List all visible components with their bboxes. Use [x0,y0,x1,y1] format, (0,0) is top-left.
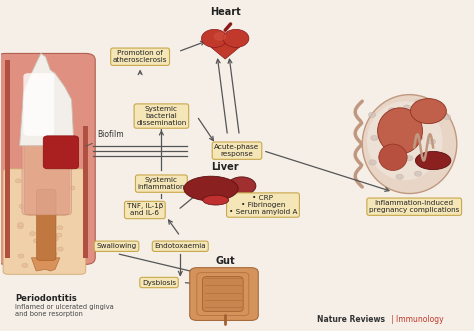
FancyBboxPatch shape [197,273,249,315]
Circle shape [36,191,42,195]
Ellipse shape [378,108,422,154]
Circle shape [443,114,451,119]
FancyBboxPatch shape [3,169,86,274]
Circle shape [428,139,436,144]
Circle shape [19,204,25,208]
Text: Swallowing: Swallowing [96,243,137,249]
Ellipse shape [362,95,457,194]
Circle shape [406,132,414,138]
Text: Nature Reviews: Nature Reviews [318,315,385,324]
Circle shape [55,179,61,183]
Text: TNF, IL-1β
and IL-6: TNF, IL-1β and IL-6 [127,204,163,216]
Circle shape [388,108,396,113]
FancyBboxPatch shape [22,136,72,215]
FancyBboxPatch shape [24,142,69,215]
Text: Systemic
bacterial
dissemination: Systemic bacterial dissemination [136,106,186,126]
Circle shape [414,171,422,176]
Circle shape [69,186,75,190]
Polygon shape [202,40,248,59]
Circle shape [223,29,249,47]
Polygon shape [19,53,74,146]
Circle shape [61,194,66,198]
Circle shape [201,29,228,47]
Text: Endotoxaemia: Endotoxaemia [155,243,206,249]
Text: Inflammation-induced
pregnancy complications: Inflammation-induced pregnancy complicat… [369,200,459,213]
Circle shape [53,196,59,200]
Text: Acute-phase
response: Acute-phase response [214,144,260,157]
Circle shape [22,263,27,267]
Ellipse shape [367,101,443,180]
Circle shape [403,105,411,110]
Text: Gut: Gut [215,256,235,266]
Circle shape [416,135,423,141]
Circle shape [18,254,24,258]
Circle shape [431,163,438,168]
Circle shape [396,174,403,179]
Circle shape [44,259,49,262]
FancyBboxPatch shape [5,60,10,258]
Text: | Immunology: | Immunology [391,315,443,324]
Text: Periodontitis: Periodontitis [15,295,77,304]
FancyBboxPatch shape [202,277,243,311]
Text: Liver: Liver [211,162,239,172]
Ellipse shape [203,195,229,205]
Circle shape [420,159,428,165]
Polygon shape [31,258,60,271]
Circle shape [24,206,29,210]
Circle shape [213,32,226,41]
Circle shape [16,179,21,183]
Circle shape [56,233,62,237]
Circle shape [49,192,55,196]
Circle shape [38,214,44,218]
Circle shape [387,141,395,146]
Circle shape [405,156,413,161]
Text: Heart: Heart [210,7,241,17]
FancyBboxPatch shape [23,73,54,136]
FancyBboxPatch shape [83,126,88,258]
Circle shape [58,206,64,210]
Circle shape [18,222,23,226]
Ellipse shape [379,144,407,170]
Circle shape [427,157,434,163]
Circle shape [57,226,63,230]
Circle shape [37,244,43,248]
Circle shape [371,135,378,141]
Circle shape [34,239,39,243]
Circle shape [391,108,398,114]
Circle shape [407,110,414,116]
Circle shape [61,209,66,213]
Circle shape [38,260,44,264]
Circle shape [30,232,36,236]
Text: Biofilm: Biofilm [86,130,124,146]
Circle shape [56,195,62,199]
Circle shape [410,99,447,124]
Circle shape [32,183,38,187]
Circle shape [38,248,44,252]
Text: • CRP
• Fibrinogen
• Serum amyloid A: • CRP • Fibrinogen • Serum amyloid A [229,195,297,215]
Circle shape [18,225,23,229]
Circle shape [384,162,392,167]
Circle shape [369,160,376,165]
FancyBboxPatch shape [43,136,79,169]
Ellipse shape [415,152,451,169]
Circle shape [57,247,63,251]
Circle shape [415,106,423,112]
Text: Systemic
inflammation: Systemic inflammation [137,177,185,190]
Text: Inflamed or ulcerated gingiva
and bone resorption: Inflamed or ulcerated gingiva and bone r… [15,304,114,317]
Circle shape [63,203,68,207]
Text: Promotion of
atherosclerosis: Promotion of atherosclerosis [113,50,167,63]
Text: Dysbiosis: Dysbiosis [142,279,176,286]
Circle shape [52,252,57,256]
Ellipse shape [184,176,238,201]
FancyBboxPatch shape [36,189,56,260]
Circle shape [415,99,422,105]
Circle shape [391,153,398,159]
Circle shape [53,237,58,241]
Ellipse shape [228,177,256,195]
FancyBboxPatch shape [190,268,258,320]
Circle shape [368,112,376,118]
FancyBboxPatch shape [0,53,95,264]
